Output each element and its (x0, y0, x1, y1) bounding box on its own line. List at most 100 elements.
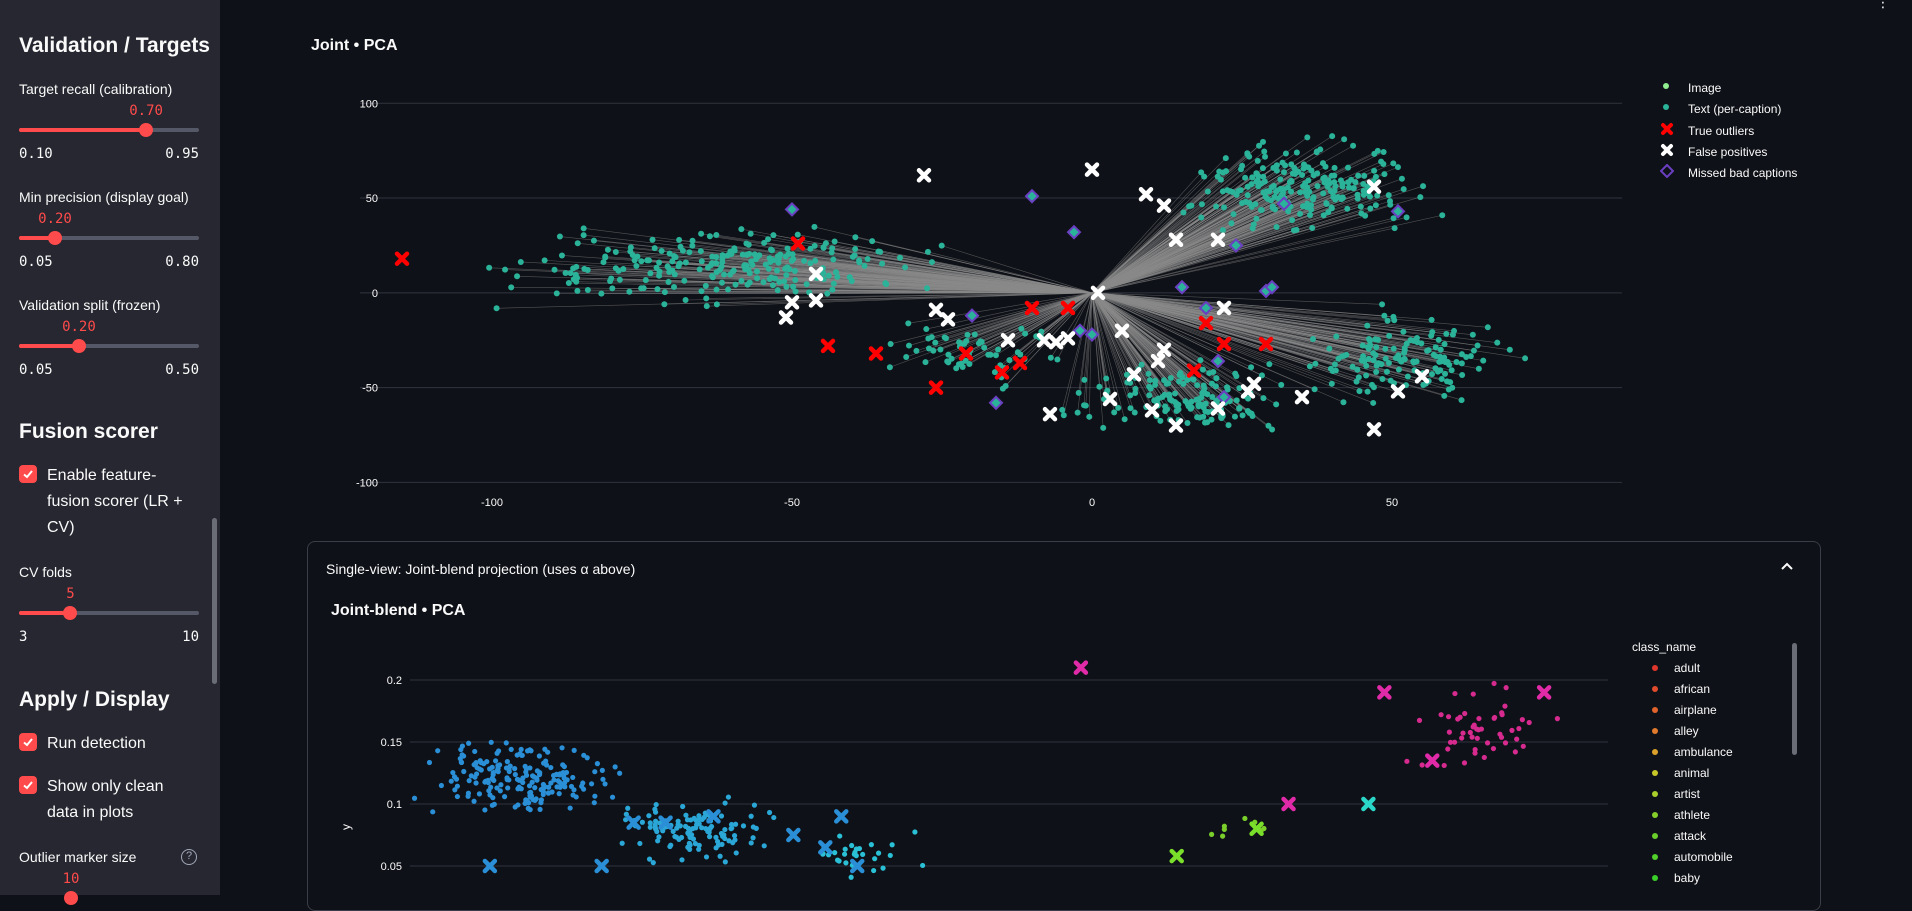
checkbox-checked-icon[interactable] (19, 733, 37, 751)
help-icon[interactable]: ? (181, 849, 197, 865)
class-point (869, 842, 874, 847)
class-point (562, 764, 567, 769)
legend-item[interactable]: baby (1652, 870, 1700, 885)
legend-scrollbar[interactable] (1792, 643, 1797, 755)
cv-folds-slider[interactable]: 5 (19, 586, 199, 626)
text-point (1426, 347, 1432, 353)
text-point (1297, 211, 1303, 217)
split-slider[interactable]: 0.20 (19, 319, 199, 359)
legend-item[interactable]: adult (1652, 660, 1700, 675)
class-point (721, 832, 726, 837)
text-point (1360, 342, 1366, 348)
legend-item[interactable]: animal (1652, 765, 1709, 780)
precision-slider[interactable]: 0.20 (19, 211, 199, 251)
true-outlier-marker (871, 349, 881, 359)
text-point (699, 258, 705, 264)
text-point (575, 240, 581, 246)
expander-header[interactable]: Single-view: Joint-blend projection (use… (326, 561, 635, 577)
legend-item[interactable]: ambulance (1652, 744, 1733, 759)
text-point (1480, 358, 1486, 364)
text-point (1202, 420, 1208, 426)
text-point (1209, 394, 1215, 400)
text-point (1335, 356, 1341, 362)
text-point (1459, 351, 1465, 357)
run-detection-checkbox[interactable]: Run detection (19, 731, 189, 757)
marker-size-slider[interactable]: 10 (19, 871, 199, 911)
slider-thumb[interactable] (48, 231, 62, 245)
fusion-checkbox[interactable]: Enable feature-fusion scorer (LR + CV) (19, 463, 189, 541)
slider-thumb[interactable] (63, 606, 77, 620)
legend-item[interactable]: attack (1652, 828, 1706, 843)
precision-slider-label: Min precision (display goal) (19, 189, 189, 205)
show-clean-checkbox[interactable]: Show only clean data in plots (19, 774, 189, 826)
text-point (1291, 227, 1297, 233)
text-point (1359, 358, 1365, 364)
text-point (1245, 192, 1251, 198)
text-point (887, 364, 893, 370)
sidebar-scrollbar[interactable] (212, 518, 217, 684)
text-point (1485, 324, 1491, 330)
legend-item[interactable]: african (1652, 681, 1710, 696)
class-point (512, 766, 517, 771)
class-point (754, 826, 759, 831)
text-point (865, 256, 871, 262)
text-point (707, 233, 713, 239)
text-point (1213, 375, 1219, 381)
text-point (1205, 188, 1211, 194)
checkbox-checked-icon[interactable] (19, 776, 37, 794)
class-point (849, 875, 854, 880)
class-point (558, 771, 563, 776)
text-point (646, 257, 652, 263)
y-tick-label: 0.2 (387, 675, 402, 687)
text-point (1274, 224, 1280, 230)
legend-item[interactable]: athlete (1652, 807, 1710, 822)
text-point (1340, 183, 1346, 189)
class-point (836, 858, 841, 863)
class-point (842, 852, 847, 857)
legend-item[interactable]: False positives (1660, 143, 1767, 160)
menu-icon[interactable]: ⋮ (1876, 0, 1890, 11)
text-point (1494, 340, 1500, 346)
legend-item[interactable]: True outliers (1660, 122, 1754, 139)
legend-dot-icon (1652, 749, 1658, 755)
class-point (519, 747, 524, 752)
class-point (857, 846, 862, 851)
class-point (871, 868, 876, 873)
legend-item[interactable]: Missed bad captions (1660, 164, 1797, 181)
text-point (713, 254, 719, 260)
text-point (1390, 160, 1396, 166)
precision-range: 0.05 0.80 (19, 254, 199, 270)
chevron-up-icon[interactable] (1780, 558, 1794, 576)
class-point (653, 825, 658, 830)
magenta-x-marker (1076, 663, 1086, 673)
class-point (771, 815, 776, 820)
legend-item[interactable]: Text (per-caption) (1660, 101, 1781, 116)
checkbox-checked-icon[interactable] (19, 465, 37, 483)
text-point (1324, 201, 1330, 207)
text-point (1314, 183, 1320, 189)
legend-item[interactable]: automobile (1652, 849, 1733, 864)
joint-blend-pca-chart[interactable]: 0.20.150.10.05y (330, 635, 1620, 895)
class-point (1491, 681, 1496, 686)
legend-item[interactable]: airplane (1652, 702, 1717, 717)
text-point (581, 225, 587, 231)
magenta-x-marker (1539, 687, 1549, 697)
text-dot-icon (1660, 101, 1678, 116)
text-point (1199, 201, 1205, 207)
class-point (528, 807, 533, 812)
text-point (972, 331, 978, 337)
text-point (659, 248, 665, 254)
legend-label: ambulance (1674, 745, 1733, 759)
text-point (1356, 388, 1362, 394)
slider-thumb[interactable] (72, 339, 86, 353)
legend-item[interactable]: artist (1652, 786, 1700, 801)
text-point (1399, 176, 1405, 182)
legend-item[interactable]: alley (1652, 723, 1699, 738)
text-point (804, 281, 810, 287)
recall-slider[interactable]: 0.70 (19, 103, 199, 143)
legend-item[interactable]: Image (1660, 80, 1721, 95)
slider-thumb[interactable] (139, 123, 153, 137)
slider-thumb[interactable] (64, 891, 78, 905)
text-point (1307, 212, 1313, 218)
